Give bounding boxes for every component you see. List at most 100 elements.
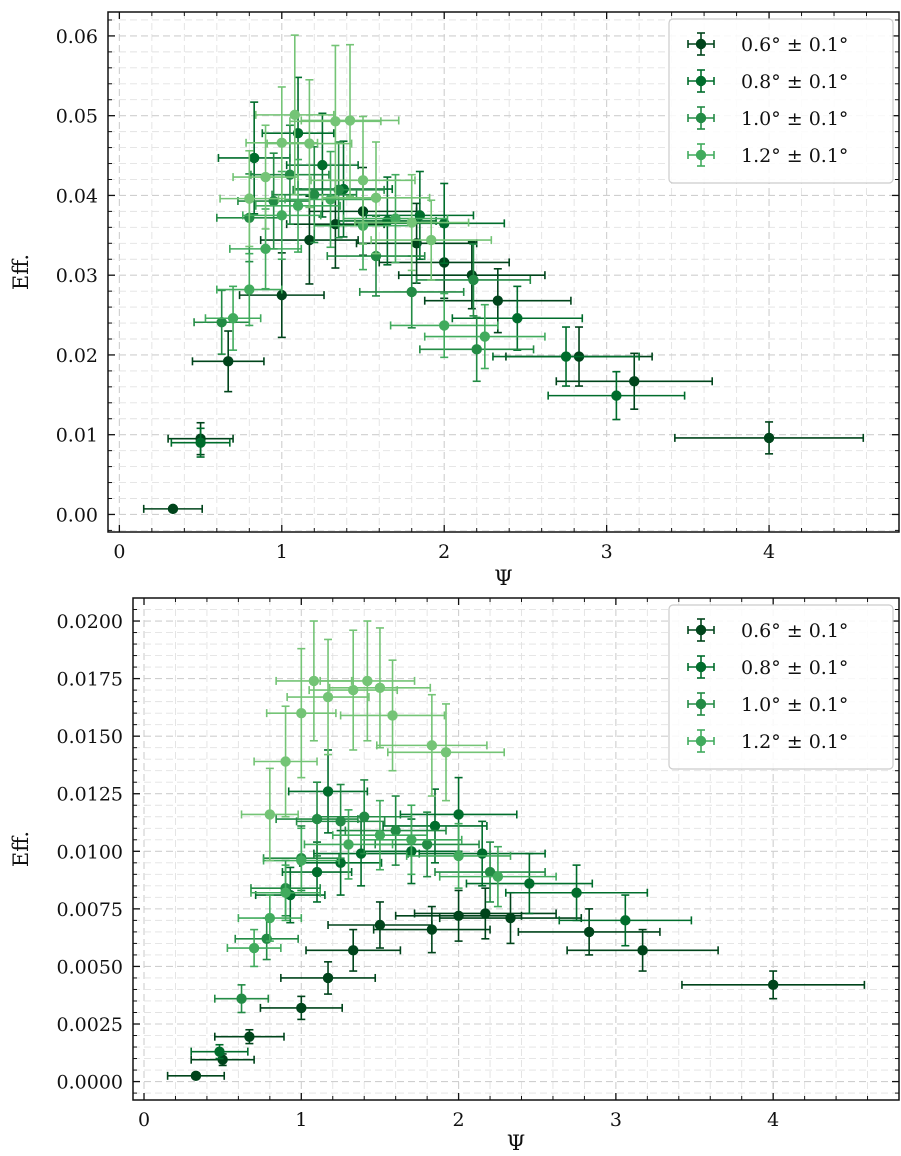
data-point: [292, 200, 304, 212]
data-point: [611, 390, 622, 401]
series: [219, 34, 493, 281]
data-point: [492, 871, 504, 882]
data-point: [357, 175, 369, 186]
data-point: [344, 115, 356, 126]
x-tick-label: 2: [438, 541, 450, 563]
data-point: [308, 675, 320, 687]
x-tick-label: 1: [276, 541, 288, 563]
x-tick-label: 4: [767, 1109, 779, 1131]
legend-marker: [695, 112, 707, 124]
data-point: [370, 192, 382, 204]
legend-label: 0.8° ± 0.1°: [741, 657, 848, 679]
legend-label: 0.8° ± 0.1°: [741, 71, 848, 93]
data-point: [629, 376, 640, 387]
data-point: [214, 1046, 225, 1057]
data-point: [374, 919, 386, 931]
data-point: [484, 866, 496, 878]
data-point: [325, 194, 336, 205]
data-point: [268, 195, 279, 207]
legend-entry: 0.8° ± 0.1°: [687, 69, 848, 93]
x-tick-label: 3: [601, 541, 613, 563]
legend-marker: [695, 75, 707, 87]
legend-entry: 1.0° ± 0.1°: [687, 106, 848, 130]
data-point: [390, 825, 401, 836]
data-point: [296, 855, 307, 866]
data-point: [763, 432, 775, 444]
data-point: [216, 317, 227, 328]
x-tick-label: 2: [453, 1109, 465, 1131]
data-point: [492, 295, 504, 306]
data-point: [479, 331, 491, 342]
y-tick-label: 0.0100: [57, 841, 123, 863]
data-point: [453, 910, 464, 921]
data-point: [571, 887, 582, 898]
legend-entry: 1.2° ± 0.1°: [687, 143, 848, 167]
data-point: [426, 234, 437, 246]
data-point: [480, 908, 491, 919]
data-point: [471, 344, 482, 355]
data-point: [317, 159, 328, 171]
series: [166, 887, 866, 1082]
data-point: [260, 243, 271, 255]
data-point: [304, 138, 315, 149]
legend-entry: 0.6° ± 0.1°: [687, 618, 848, 642]
legend-entry: 0.6° ± 0.1°: [687, 32, 848, 56]
data-point: [426, 740, 438, 751]
legend-marker: [695, 149, 707, 161]
legend: 0.6° ± 0.1° 0.8° ± 0.1° 1.0° ± 0.1° 1.2° ± …: [668, 18, 894, 184]
legend-entry: 1.2° ± 0.1°: [687, 729, 848, 753]
data-point: [374, 682, 386, 694]
data-point: [322, 786, 334, 797]
y-tick-label: 0.0050: [57, 956, 123, 978]
legend-label: 0.6° ± 0.1°: [741, 620, 848, 642]
data-point: [505, 912, 516, 924]
x-axis-title: Ψ: [494, 566, 512, 590]
legend: 0.6° ± 0.1° 0.8° ± 0.1° 1.0° ± 0.1° 1.2° ± …: [668, 604, 894, 770]
x-axis-title: Ψ: [507, 1131, 525, 1155]
y-tick-label: 0.0150: [57, 726, 123, 748]
data-point: [244, 1031, 255, 1042]
x-tick-label: 0: [113, 541, 125, 563]
y-tick-label: 0.02: [56, 345, 98, 367]
data-point: [406, 217, 417, 228]
data-point: [190, 1070, 202, 1082]
data-point: [276, 289, 287, 301]
axis-ticks: 0 1 2 3 4 0.0000 0.0025 0.0050 0.0075 0.0100 0.012…: [57, 597, 900, 1131]
data-point: [296, 707, 307, 719]
data-point: [248, 942, 260, 954]
y-tick-label: 0.00: [56, 504, 98, 526]
legend-entry: 1.0° ± 0.1°: [687, 692, 848, 716]
plot-frame: [107, 11, 900, 533]
legend-box: [668, 18, 894, 184]
axis-ticks: 0 1 2 3 4 0.00 0.01 0.02 0.03 0.04 0.05 0.06: [56, 12, 900, 563]
data-point: [440, 747, 452, 758]
y-tick-label: 0.05: [56, 106, 98, 128]
y-axis-title: Eff.: [9, 831, 33, 867]
data-point: [637, 945, 648, 956]
data-point: [374, 829, 386, 841]
y-tick-label: 0.0175: [57, 669, 123, 691]
data-point: [195, 437, 206, 448]
series: [204, 150, 546, 370]
y-axis-title: Eff.: [9, 254, 33, 290]
legend-label: 0.6° ± 0.1°: [741, 34, 848, 56]
legend-marker: [695, 735, 707, 747]
data-point: [421, 839, 433, 850]
y-tick-label: 0.0125: [57, 784, 123, 806]
series: [170, 76, 686, 458]
data-point: [167, 503, 179, 515]
data-point: [222, 356, 234, 367]
data-point: [426, 924, 438, 935]
data-point: [335, 857, 346, 869]
data-point: [453, 850, 464, 862]
data-point: [348, 684, 359, 696]
data-point: [343, 839, 354, 850]
data-point: [260, 171, 271, 183]
data-point: [289, 109, 300, 121]
data-point: [439, 320, 450, 331]
data-point: [322, 972, 334, 984]
y-tick-label: 0.01: [56, 425, 98, 447]
legend-label: 1.0° ± 0.1°: [741, 694, 848, 716]
data-point: [248, 152, 260, 164]
data-point: [311, 866, 323, 878]
